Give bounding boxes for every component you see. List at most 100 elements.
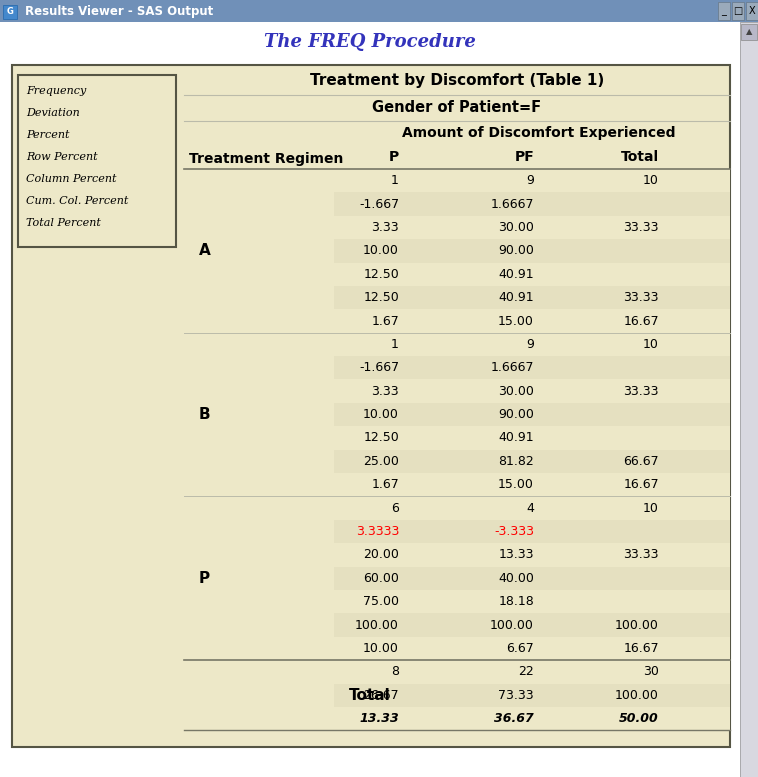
FancyBboxPatch shape <box>334 590 730 613</box>
Text: _: _ <box>722 6 726 16</box>
Text: 26.67: 26.67 <box>363 688 399 702</box>
Text: 10.00: 10.00 <box>363 244 399 257</box>
Text: 60.00: 60.00 <box>363 572 399 585</box>
Text: 30: 30 <box>643 665 659 678</box>
FancyBboxPatch shape <box>3 5 17 19</box>
Text: 66.67: 66.67 <box>623 455 659 468</box>
Text: 3.33: 3.33 <box>371 385 399 398</box>
Text: 90.00: 90.00 <box>498 244 534 257</box>
Text: 33.33: 33.33 <box>624 549 659 562</box>
Text: 6.67: 6.67 <box>506 642 534 655</box>
Text: 75.00: 75.00 <box>363 595 399 608</box>
Text: 16.67: 16.67 <box>623 315 659 328</box>
Text: Percent: Percent <box>26 130 70 140</box>
FancyBboxPatch shape <box>732 2 744 20</box>
Text: 9: 9 <box>526 174 534 187</box>
Text: 10: 10 <box>643 502 659 514</box>
Text: 4: 4 <box>526 502 534 514</box>
Text: 40.91: 40.91 <box>498 431 534 444</box>
Text: 81.82: 81.82 <box>498 455 534 468</box>
Text: 12.50: 12.50 <box>363 431 399 444</box>
Text: 3.3333: 3.3333 <box>356 525 399 538</box>
Text: -1.667: -1.667 <box>359 197 399 211</box>
Text: 10.00: 10.00 <box>363 408 399 421</box>
FancyBboxPatch shape <box>334 356 730 379</box>
FancyBboxPatch shape <box>0 0 758 22</box>
Text: P: P <box>389 150 399 164</box>
Text: Row Percent: Row Percent <box>26 152 98 162</box>
Text: 1.67: 1.67 <box>371 315 399 328</box>
Text: 12.50: 12.50 <box>363 291 399 304</box>
Text: 6: 6 <box>391 502 399 514</box>
FancyBboxPatch shape <box>334 239 730 263</box>
Text: 36.67: 36.67 <box>494 712 534 725</box>
Text: 20.00: 20.00 <box>363 549 399 562</box>
Text: -3.333: -3.333 <box>494 525 534 538</box>
Text: 1.6667: 1.6667 <box>490 361 534 375</box>
FancyBboxPatch shape <box>334 543 730 566</box>
Text: 100.00: 100.00 <box>615 618 659 632</box>
Text: Frequency: Frequency <box>26 86 86 96</box>
Text: B: B <box>199 407 211 422</box>
FancyBboxPatch shape <box>334 707 730 730</box>
Text: 100.00: 100.00 <box>356 618 399 632</box>
Text: □: □ <box>734 6 743 16</box>
Text: 33.33: 33.33 <box>624 385 659 398</box>
Text: 33.33: 33.33 <box>624 221 659 234</box>
FancyBboxPatch shape <box>334 660 730 684</box>
Text: Total: Total <box>621 150 659 164</box>
Text: Total: Total <box>349 688 391 702</box>
Text: 100.00: 100.00 <box>490 618 534 632</box>
Text: G: G <box>7 6 14 16</box>
Text: Deviation: Deviation <box>26 108 80 118</box>
FancyBboxPatch shape <box>334 450 730 473</box>
FancyBboxPatch shape <box>334 403 730 427</box>
FancyBboxPatch shape <box>18 75 176 247</box>
Text: 10.00: 10.00 <box>363 642 399 655</box>
Text: 10: 10 <box>643 174 659 187</box>
Text: 15.00: 15.00 <box>498 315 534 328</box>
Text: 1: 1 <box>391 174 399 187</box>
FancyBboxPatch shape <box>334 333 730 356</box>
FancyBboxPatch shape <box>741 24 757 40</box>
Text: 8: 8 <box>391 665 399 678</box>
FancyBboxPatch shape <box>740 22 758 777</box>
Text: 9: 9 <box>526 338 534 351</box>
Text: 13.33: 13.33 <box>359 712 399 725</box>
Text: Amount of Discomfort Experienced: Amount of Discomfort Experienced <box>402 126 675 140</box>
Text: Treatment by Discomfort (Table 1): Treatment by Discomfort (Table 1) <box>310 72 604 88</box>
FancyBboxPatch shape <box>12 65 730 747</box>
FancyBboxPatch shape <box>334 193 730 216</box>
FancyBboxPatch shape <box>334 263 730 286</box>
Text: 50.00: 50.00 <box>619 712 659 725</box>
FancyBboxPatch shape <box>334 684 730 707</box>
Text: A: A <box>199 243 211 259</box>
FancyBboxPatch shape <box>334 286 730 309</box>
FancyBboxPatch shape <box>334 473 730 497</box>
FancyBboxPatch shape <box>334 216 730 239</box>
Text: 1.6667: 1.6667 <box>490 197 534 211</box>
Text: Total Percent: Total Percent <box>26 218 101 228</box>
Text: -1.667: -1.667 <box>359 361 399 375</box>
Text: 25.00: 25.00 <box>363 455 399 468</box>
Text: Gender of Patient=F: Gender of Patient=F <box>372 100 541 116</box>
FancyBboxPatch shape <box>334 169 730 193</box>
Text: 13.33: 13.33 <box>499 549 534 562</box>
Text: 33.33: 33.33 <box>624 291 659 304</box>
Text: 1: 1 <box>391 338 399 351</box>
Text: 10: 10 <box>643 338 659 351</box>
Text: ▲: ▲ <box>746 27 752 37</box>
Text: 40.91: 40.91 <box>498 291 534 304</box>
FancyBboxPatch shape <box>334 637 730 660</box>
Text: The FREQ Procedure: The FREQ Procedure <box>264 33 476 51</box>
FancyBboxPatch shape <box>0 22 740 777</box>
Text: Cum. Col. Percent: Cum. Col. Percent <box>26 196 128 206</box>
Text: Column Percent: Column Percent <box>26 174 117 184</box>
FancyBboxPatch shape <box>718 2 730 20</box>
Text: Treatment Regimen: Treatment Regimen <box>189 152 343 166</box>
Text: 16.67: 16.67 <box>623 478 659 491</box>
FancyBboxPatch shape <box>334 379 730 403</box>
Text: P: P <box>199 571 210 586</box>
Text: 18.18: 18.18 <box>498 595 534 608</box>
FancyBboxPatch shape <box>334 566 730 590</box>
